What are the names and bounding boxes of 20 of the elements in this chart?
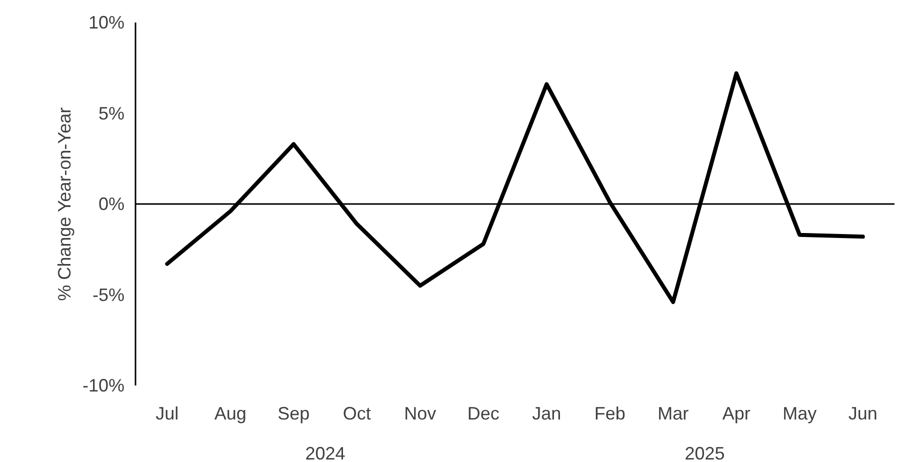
- x-tick-label: Jan: [532, 404, 562, 424]
- x-tick-label: Apr: [722, 404, 750, 424]
- x-tick-label: Mar: [658, 404, 689, 424]
- x-tick-label: Jun: [848, 404, 878, 424]
- text: 2025: [684, 444, 725, 462]
- x-tick-label: Nov: [404, 404, 436, 424]
- y-tick-label: 0%: [98, 194, 124, 214]
- x-tick-label: May: [782, 404, 817, 424]
- x-tick-label: Oct: [342, 404, 371, 424]
- y-tick-label: -10%: [82, 376, 125, 396]
- y-tick-label: 10%: [88, 12, 125, 32]
- text: 2024: [305, 444, 346, 462]
- y-axis-title: % Change Year-on-Year: [54, 107, 74, 301]
- y-tick-label: 5%: [98, 103, 124, 124]
- x-tick-label: Feb: [594, 404, 626, 424]
- x-tick-label: Aug: [214, 404, 246, 424]
- x-tick-label: Dec: [467, 404, 500, 424]
- x-tick-label: Sep: [278, 404, 310, 424]
- y-tick-label: -5%: [92, 284, 125, 305]
- x-tick-label: Jul: [156, 404, 179, 424]
